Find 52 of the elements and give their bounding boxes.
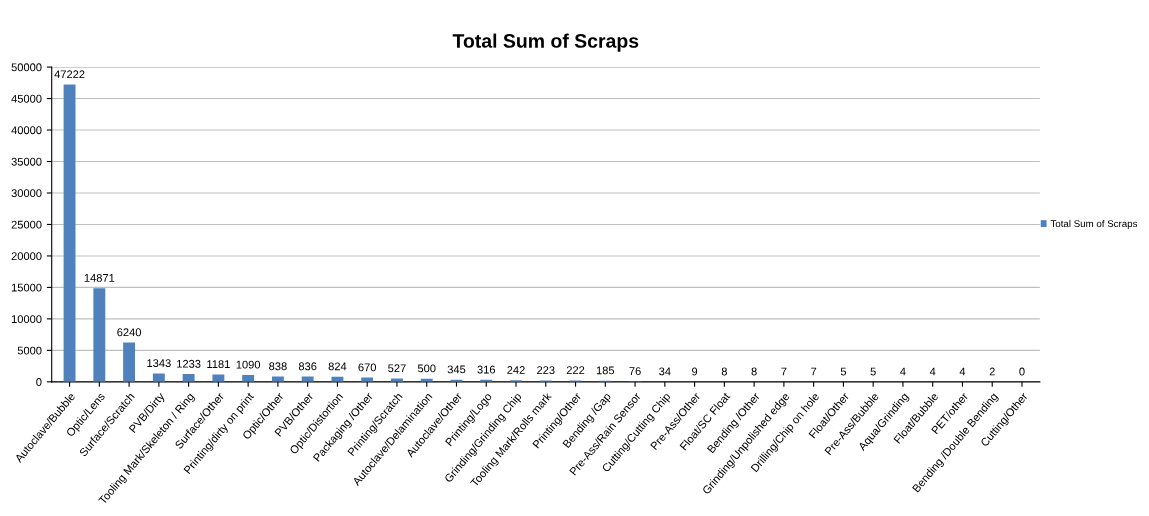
data-label: 242	[507, 366, 525, 374]
chart-title: Total Sum of Scraps	[452, 33, 639, 52]
bar	[123, 342, 136, 382]
data-label: 824	[328, 362, 347, 371]
y-tick-label: 50000	[11, 63, 42, 72]
bar	[63, 84, 76, 382]
data-label: 223	[537, 366, 555, 375]
data-label: 1343	[147, 359, 171, 368]
data-label: 500	[417, 364, 436, 373]
y-tick-label: 0	[36, 378, 42, 386]
y-tick-label: 25000	[11, 220, 42, 229]
y-tick-label: 10000	[11, 315, 42, 324]
data-label: 838	[269, 362, 287, 371]
data-label: 4	[929, 367, 936, 376]
data-label: 345	[447, 365, 466, 374]
data-label: 14871	[84, 273, 115, 282]
y-tick-label: 5000	[17, 346, 42, 355]
data-label: 836	[298, 362, 317, 371]
data-label: 0	[1019, 367, 1025, 376]
data-label: 5	[840, 367, 847, 376]
data-label: 7	[781, 367, 787, 376]
data-label: 2	[989, 367, 995, 376]
data-label: 34	[659, 367, 671, 376]
y-tick-label: 40000	[11, 126, 42, 135]
data-label: 76	[629, 367, 641, 375]
data-label: 1233	[177, 359, 201, 368]
data-label: 185	[596, 366, 615, 375]
data-label: 5	[870, 367, 876, 376]
data-label: 1181	[207, 360, 230, 369]
data-label: 527	[388, 364, 406, 373]
y-tick-label: 45000	[11, 94, 42, 103]
data-label: 47222	[54, 70, 85, 79]
y-tick-label: 30000	[11, 189, 42, 198]
data-label: 1090	[236, 360, 261, 369]
data-label: 7	[811, 367, 817, 376]
data-label: 670	[358, 363, 377, 372]
data-label: 222	[566, 366, 585, 374]
bar	[212, 374, 225, 382]
legend-label: Total Sum of Scraps	[1050, 219, 1138, 229]
data-label: 8	[721, 367, 727, 376]
y-tick-label: 20000	[11, 252, 42, 261]
bar	[93, 288, 106, 382]
bar	[152, 373, 165, 382]
data-label: 4	[900, 367, 906, 376]
data-label: 8	[751, 367, 757, 376]
y-tick-label: 15000	[11, 283, 42, 292]
data-label: 4	[959, 367, 966, 376]
data-label: 9	[692, 367, 698, 376]
y-tick-label: 35000	[11, 157, 42, 166]
bar	[182, 374, 195, 382]
data-label: 6240	[117, 328, 142, 337]
data-label: 316	[477, 365, 496, 374]
